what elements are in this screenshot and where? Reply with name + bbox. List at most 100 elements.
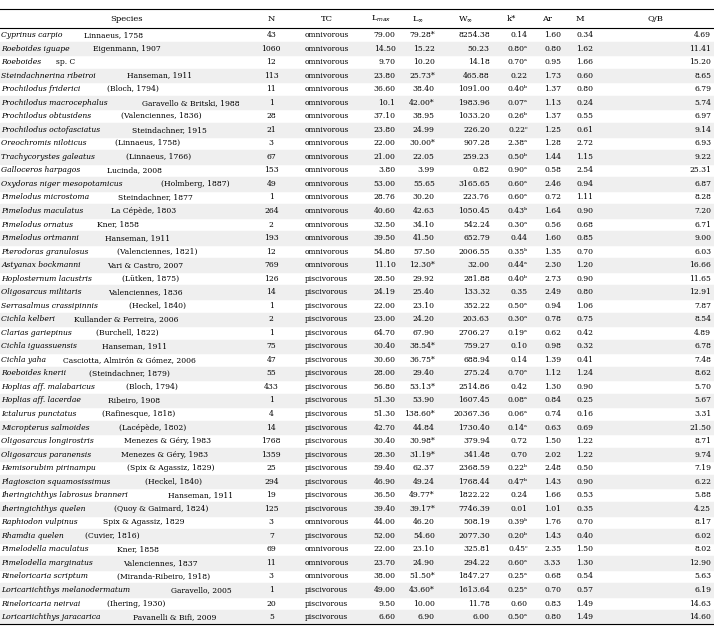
Text: (Rafinesque, 1818): (Rafinesque, 1818) [102,410,175,418]
Text: 53.13*: 53.13* [409,383,435,391]
Text: 125: 125 [264,505,278,513]
Text: 37.10: 37.10 [373,112,396,120]
Text: 42.70: 42.70 [373,424,396,431]
Text: 23.00: 23.00 [373,315,396,324]
Text: 1847.27: 1847.27 [458,572,490,581]
Text: Loricariichthys melanodermatum: Loricariichthys melanodermatum [1,586,133,594]
Text: 5.88: 5.88 [694,492,711,499]
Text: Oligosarcus paranensis: Oligosarcus paranensis [1,451,94,458]
Text: 0.40ᵇ: 0.40ᵇ [508,85,528,93]
Text: Lucinda, 2008: Lucinda, 2008 [107,166,162,174]
Text: 53.90: 53.90 [413,396,435,404]
Text: Prochilodus friderici: Prochilodus friderici [1,85,83,93]
Text: 8.65: 8.65 [694,71,711,80]
Text: 79.00: 79.00 [373,31,396,39]
Text: 0.83: 0.83 [544,599,561,608]
Text: 0.70: 0.70 [511,451,528,458]
Text: 0.63: 0.63 [544,424,561,431]
Text: Rineloricaria scriptum: Rineloricaria scriptum [1,572,91,581]
Text: 1.50: 1.50 [544,437,561,445]
Text: Vari & Castro, 2007: Vari & Castro, 2007 [107,261,183,269]
Text: 0.42: 0.42 [511,383,528,391]
Text: 1730.40: 1730.40 [458,424,490,431]
Text: 28.50: 28.50 [373,275,396,283]
Text: omnivorous: omnivorous [304,126,349,134]
Bar [0,502,714,515]
Bar [0,583,714,597]
Text: 0.43ᵇ: 0.43ᵇ [508,207,528,215]
Bar [0,475,714,488]
Text: 40.60: 40.60 [373,207,396,215]
Text: 1.66: 1.66 [576,58,593,66]
Text: 2368.59: 2368.59 [458,464,490,472]
Text: 153: 153 [264,166,278,174]
Text: 1.49: 1.49 [576,613,593,621]
Text: 5.67: 5.67 [694,396,711,404]
Text: Cichla iguassuensis: Cichla iguassuensis [1,342,80,350]
Text: 0.56: 0.56 [544,221,561,228]
Text: 30.40: 30.40 [373,342,396,350]
Text: Pimelodella marginatus: Pimelodella marginatus [1,559,96,567]
Text: 0.40: 0.40 [576,532,593,540]
Text: 49.77*: 49.77* [409,492,435,499]
Text: Cyprinus carpio: Cyprinus carpio [1,31,65,39]
Text: 1.13: 1.13 [544,98,561,107]
Text: 39.40: 39.40 [373,505,396,513]
Text: 9.22: 9.22 [694,153,711,161]
Text: 11: 11 [266,559,276,567]
Bar [0,285,714,299]
Text: 7.20: 7.20 [694,207,711,215]
Text: omnivorous: omnivorous [304,85,349,93]
Text: 1: 1 [269,396,273,404]
Text: Spix & Agassiz, 1829: Spix & Agassiz, 1829 [104,519,185,526]
Text: Menezes & Géry, 1983: Menezes & Géry, 1983 [124,437,211,445]
Text: 133.32: 133.32 [463,288,490,296]
Text: Hemisorubim pirinampu: Hemisorubim pirinampu [1,464,99,472]
Text: 379.94: 379.94 [463,437,490,445]
Text: 42.00*: 42.00* [409,98,435,107]
Text: 0.25ᵃ: 0.25ᵃ [508,586,528,594]
Text: omnivorous: omnivorous [304,221,349,228]
Text: (Miranda-Ribeiro, 1918): (Miranda-Ribeiro, 1918) [117,572,210,581]
Text: piscivorous: piscivorous [305,437,348,445]
Text: 25: 25 [266,464,276,472]
Text: 12.91: 12.91 [689,288,711,296]
Text: 0.75: 0.75 [576,315,593,324]
Text: Ar: Ar [542,15,553,23]
Text: 49: 49 [266,180,276,188]
Text: 294.22: 294.22 [463,559,490,567]
Bar [0,610,714,624]
Text: 769: 769 [264,261,278,269]
Text: W$_\infty$: W$_\infty$ [458,14,473,24]
Text: piscivorous: piscivorous [305,369,348,377]
Text: 56.80: 56.80 [373,383,396,391]
Text: 0.70ᵃ: 0.70ᵃ [508,58,528,66]
Text: 2706.27: 2706.27 [458,329,490,337]
Text: (Valenciennes, 1836): (Valenciennes, 1836) [121,112,201,120]
Text: 0.50ᵇ: 0.50ᵇ [508,153,528,161]
Text: 49.00: 49.00 [373,586,396,594]
Text: Steindachner, 1877: Steindachner, 1877 [119,194,193,201]
Text: 29.92: 29.92 [413,275,435,283]
Text: (Lütken, 1875): (Lütken, 1875) [122,275,179,283]
Text: 2.30: 2.30 [544,261,561,269]
Text: 0.01: 0.01 [511,505,528,513]
Text: 6.97: 6.97 [694,112,711,120]
Text: 25.73*: 25.73* [409,71,435,80]
Text: 1.22: 1.22 [576,437,593,445]
Text: 43: 43 [266,31,276,39]
Text: 6.00: 6.00 [473,613,490,621]
Text: Astyanax bockmanni: Astyanax bockmanni [1,261,84,269]
Text: 0.61: 0.61 [576,126,593,134]
Text: 2.38ᵃ: 2.38ᵃ [508,139,528,147]
Text: 0.35: 0.35 [511,288,528,296]
Text: 6.93: 6.93 [694,139,711,147]
Text: Garavello & Britski, 1988: Garavello & Britski, 1988 [142,98,240,107]
Text: 2.02: 2.02 [544,451,561,458]
Text: 43.60*: 43.60* [409,586,435,594]
Text: 11.41: 11.41 [689,45,711,53]
Text: Oligosarcus longirostris: Oligosarcus longirostris [1,437,96,445]
Text: 0.57: 0.57 [576,586,593,594]
Text: 57.50: 57.50 [413,248,435,256]
Text: 1050.45: 1050.45 [458,207,490,215]
